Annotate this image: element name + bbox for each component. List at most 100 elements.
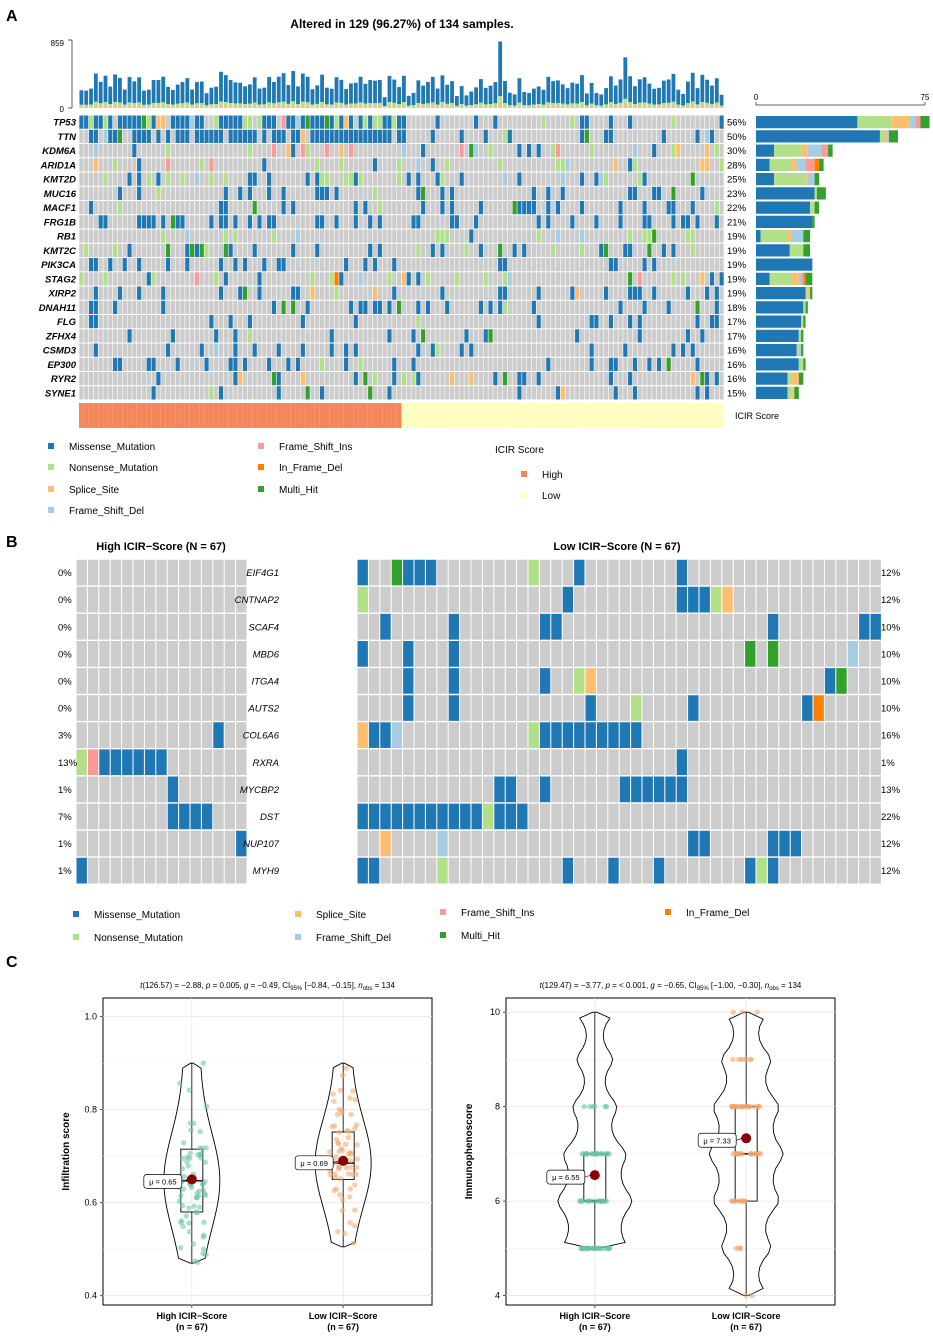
mutation-cell xyxy=(165,172,171,187)
mutation-cell xyxy=(112,243,118,258)
mutation-cell xyxy=(358,271,363,286)
gene-count-bars xyxy=(755,102,930,399)
mutation-cell xyxy=(680,343,686,358)
x-tick-n-label: (n = 67) xyxy=(176,1322,208,1332)
mutation-cell xyxy=(642,172,647,187)
gene-bar-segment xyxy=(886,130,889,143)
high-percent: 0% xyxy=(58,622,72,633)
mutation-cell xyxy=(98,115,104,130)
mutation-cell xyxy=(449,371,455,386)
x-tick-n-label: (n = 67) xyxy=(327,1322,359,1332)
gene-bar-segment xyxy=(787,230,793,243)
tmb-bar-nonsense xyxy=(440,102,445,107)
tmb-bar-missense xyxy=(281,73,286,102)
mutation-cell xyxy=(646,357,652,372)
mutation-cell xyxy=(156,172,161,187)
tmb-bar-nonsense xyxy=(151,102,156,107)
tmb-bar-missense xyxy=(233,82,238,104)
data-point xyxy=(180,1223,186,1230)
data-point xyxy=(588,1151,595,1157)
tmb-bar-splice xyxy=(262,106,267,108)
annotation-cell-high xyxy=(213,403,219,428)
tmb-bars xyxy=(68,39,724,109)
data-point xyxy=(338,1176,344,1182)
gene-bar-segment xyxy=(801,315,804,328)
legend-label: Frame_Shift_Del xyxy=(69,506,144,517)
mutation-cell xyxy=(237,286,243,301)
tmb-bar-nonsense xyxy=(421,103,426,107)
tmb-bar-missense xyxy=(382,97,387,107)
mutation-cell xyxy=(391,115,397,130)
tmb-bar-missense xyxy=(710,85,714,104)
mutation-cell xyxy=(160,286,166,301)
gene-bar-segment xyxy=(769,158,793,171)
tmb-axis-max-label: 859 xyxy=(51,39,65,48)
mutation-cell xyxy=(637,314,643,329)
gene-bar-segment xyxy=(798,344,802,357)
tmb-bar-missense xyxy=(223,75,228,103)
mutation-cell xyxy=(517,371,522,386)
annotation-cell-low xyxy=(719,403,724,428)
tmb-bar-missense xyxy=(536,86,541,105)
mutation-cell xyxy=(131,143,137,158)
mutation-cell xyxy=(314,172,320,187)
comparison-cell xyxy=(630,694,642,722)
tmb-bar-nonsense xyxy=(103,102,108,107)
tmb-bar-nonsense xyxy=(676,104,681,107)
tmb-bar-missense xyxy=(517,78,522,103)
mutation-cell xyxy=(396,172,402,187)
mutation-cell xyxy=(88,115,94,130)
tmb-bar-splice xyxy=(363,106,368,108)
legend-swatch xyxy=(48,443,54,449)
mutation-cell xyxy=(704,385,710,400)
mutation-cell xyxy=(536,143,542,158)
annotation-cell-high xyxy=(122,403,128,428)
mutation-cell xyxy=(642,300,647,315)
gene-bar-segment xyxy=(792,230,804,243)
mutation-cell xyxy=(295,286,301,301)
mutation-cell xyxy=(208,157,214,172)
tmb-bar-nonsense xyxy=(661,103,666,107)
tmb-bar-missense xyxy=(493,82,498,104)
mutation-cell xyxy=(704,286,710,301)
data-point xyxy=(745,1103,752,1110)
mutation-cell xyxy=(189,115,195,130)
tmb-bar-missense xyxy=(98,81,103,104)
tmb-bar-nonsense xyxy=(195,103,199,107)
tmb-bar-nonsense xyxy=(204,105,209,108)
tmb-bar-splice xyxy=(300,105,305,108)
tmb-bar-splice xyxy=(98,106,103,108)
comparison-cell xyxy=(630,721,642,749)
mutation-cell xyxy=(348,143,354,158)
mutation-cell xyxy=(223,186,229,201)
data-point xyxy=(594,1198,600,1204)
mutation-cell xyxy=(579,129,585,144)
mutation-cell xyxy=(690,229,696,244)
mutation-cell xyxy=(310,129,315,144)
annotation-cell-low xyxy=(622,403,628,428)
mutation-cell xyxy=(199,115,205,130)
mutation-cell xyxy=(324,129,330,144)
mutation-cell xyxy=(98,214,104,229)
tmb-bar-nonsense xyxy=(113,101,117,106)
comparison-cell xyxy=(801,694,813,722)
mutation-cell xyxy=(257,115,262,130)
mutation-cell xyxy=(651,186,657,201)
mutation-cell xyxy=(704,143,710,158)
tmb-bar-splice xyxy=(469,107,474,108)
mutation-cell xyxy=(112,300,118,315)
comparison-cell xyxy=(550,613,563,641)
mutation-cell xyxy=(536,286,542,301)
mutation-cell xyxy=(305,300,311,315)
tmb-bar-nonsense xyxy=(406,105,411,108)
mutation-cell xyxy=(261,157,267,172)
tmb-bar-nonsense xyxy=(310,104,315,107)
comparison-cell xyxy=(235,830,247,858)
tmb-bar-splice xyxy=(464,107,469,108)
mutation-cell xyxy=(661,243,667,258)
mutation-cell xyxy=(699,186,705,201)
data-point xyxy=(186,1220,192,1226)
data-point xyxy=(336,1129,342,1136)
mutation-cell xyxy=(709,271,715,286)
data-point xyxy=(605,1151,611,1157)
